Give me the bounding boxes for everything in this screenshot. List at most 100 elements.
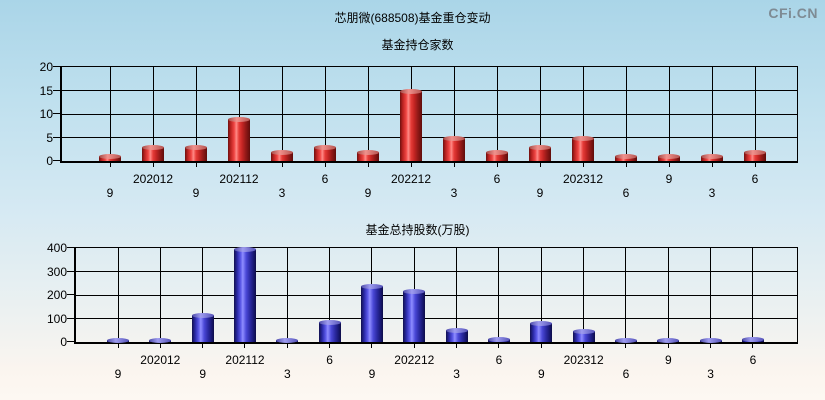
x-gridline bbox=[152, 67, 154, 161]
y-axis-tick bbox=[53, 89, 60, 91]
y-axis-tick bbox=[67, 270, 74, 272]
x-axis-tick bbox=[329, 344, 331, 348]
bar-top-cap bbox=[403, 288, 426, 294]
x-gridline bbox=[286, 248, 288, 342]
bar-3 bbox=[445, 327, 468, 342]
bar-202312 bbox=[572, 328, 595, 342]
bar-top-cap bbox=[529, 144, 551, 150]
bar-6 bbox=[744, 149, 766, 161]
bar-top-cap bbox=[701, 154, 723, 160]
y-axis-tick bbox=[53, 160, 60, 161]
x-axis-label: 6 bbox=[321, 172, 329, 186]
bar-top-cap bbox=[530, 320, 553, 326]
y-gridline bbox=[76, 271, 797, 272]
x-axis-label: 202312 bbox=[563, 353, 604, 367]
bar-top-cap bbox=[744, 149, 766, 155]
bar-6 bbox=[615, 154, 637, 161]
bar-top-cap bbox=[443, 135, 465, 141]
x-axis-tick bbox=[754, 163, 756, 167]
x-gridline bbox=[752, 248, 754, 342]
y-axis-label: 20 bbox=[39, 60, 53, 74]
x-axis-label: 202012 bbox=[140, 353, 181, 367]
bar-6 bbox=[314, 144, 336, 161]
x-axis-label: 6 bbox=[326, 353, 333, 367]
bar-top-cap bbox=[486, 149, 508, 155]
bar-202112 bbox=[228, 116, 250, 161]
bar-top-cap bbox=[572, 328, 595, 334]
x-axis-tick bbox=[367, 163, 369, 167]
bar-top-cap bbox=[658, 154, 680, 160]
x-axis-label: 6 bbox=[751, 172, 759, 186]
x-axis-tick bbox=[583, 344, 585, 348]
bar-top-cap bbox=[360, 284, 383, 290]
bar-top-cap bbox=[487, 337, 510, 343]
x-gridline bbox=[710, 248, 712, 342]
x-gridline bbox=[625, 248, 627, 342]
x-axis-tick bbox=[286, 344, 288, 348]
x-gridline bbox=[540, 248, 542, 342]
bar-3 bbox=[443, 135, 465, 161]
x-gridline bbox=[202, 248, 204, 342]
x-axis-tick bbox=[202, 344, 204, 348]
x-axis-label: 6 bbox=[622, 367, 630, 381]
y-axis-tick bbox=[67, 247, 74, 248]
bar-6 bbox=[741, 336, 764, 342]
bar-top-cap bbox=[99, 154, 121, 160]
bar-9 bbox=[360, 284, 383, 342]
bar-top-cap bbox=[185, 144, 207, 150]
bar-3 bbox=[699, 338, 722, 343]
x-gridline bbox=[496, 67, 498, 161]
x-axis-tick bbox=[456, 344, 458, 348]
y-gridline bbox=[76, 318, 797, 319]
y-axis-label: 0 bbox=[46, 154, 53, 168]
bar-9 bbox=[529, 144, 551, 161]
bar-9 bbox=[191, 313, 214, 342]
y-axis-tick bbox=[67, 317, 74, 319]
x-axis-label: 3 bbox=[708, 186, 716, 200]
bar-top-cap bbox=[314, 144, 336, 150]
x-axis-tick bbox=[582, 163, 584, 167]
bar-top-cap bbox=[614, 338, 637, 343]
bar-9 bbox=[657, 338, 680, 343]
x-axis-tick bbox=[238, 163, 240, 167]
x-gridline bbox=[668, 67, 670, 161]
x-gridline bbox=[159, 248, 161, 342]
y-axis-tick bbox=[67, 341, 74, 342]
x-gridline bbox=[195, 67, 197, 161]
x-axis-tick bbox=[453, 163, 455, 167]
x-axis-label: 9 bbox=[106, 186, 114, 200]
bar-top-cap bbox=[142, 144, 164, 150]
y-axis-label: 300 bbox=[46, 264, 67, 279]
x-gridline bbox=[329, 248, 331, 342]
bar-3 bbox=[701, 154, 723, 161]
y-axis-tick bbox=[53, 66, 60, 67]
x-axis-tick bbox=[496, 163, 498, 167]
bar-9 bbox=[357, 149, 379, 161]
x-axis-label: 6 bbox=[495, 353, 503, 367]
x-axis-label: 3 bbox=[450, 186, 458, 200]
bar-top-cap bbox=[191, 313, 214, 319]
bar-top-cap bbox=[400, 88, 422, 94]
x-axis-tick bbox=[159, 344, 161, 348]
y-axis-label: 0 bbox=[60, 335, 67, 349]
bar-top-cap bbox=[233, 247, 256, 253]
x-axis-label: 202212 bbox=[390, 172, 432, 186]
x-gridline bbox=[238, 67, 240, 161]
y-axis-label: 400 bbox=[46, 241, 67, 255]
x-gridline bbox=[539, 67, 541, 161]
x-axis-label: 9 bbox=[665, 172, 673, 186]
bar-202212 bbox=[403, 288, 426, 342]
chart1-title: 基金持仓家数 bbox=[381, 38, 454, 52]
x-axis-label: 6 bbox=[749, 353, 757, 367]
bar-9 bbox=[530, 320, 553, 342]
x-axis-label: 3 bbox=[453, 367, 460, 381]
bar-9 bbox=[658, 154, 680, 161]
x-gridline bbox=[498, 248, 500, 342]
bar-6 bbox=[486, 149, 508, 161]
bar-top-cap bbox=[318, 319, 341, 325]
bar-top-cap bbox=[276, 337, 299, 343]
bar-top-cap bbox=[228, 116, 250, 122]
x-axis-label: 9 bbox=[537, 367, 545, 381]
x-axis-tick bbox=[710, 344, 712, 348]
x-axis-label: 202112 bbox=[225, 353, 265, 367]
